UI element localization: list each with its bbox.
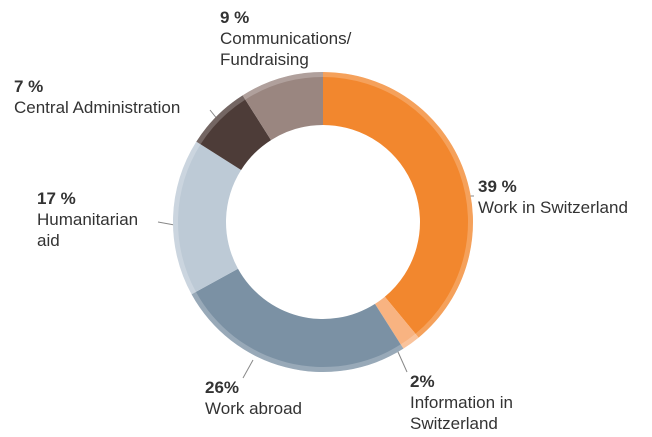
donut-segment: [242, 72, 323, 141]
slice-label: 2% Information in Switzerland: [410, 371, 545, 434]
category-label: Work abroad: [205, 399, 303, 418]
category-label: Central Administration: [14, 98, 181, 117]
donut-segment: [196, 95, 272, 171]
value-label: 9 %: [220, 8, 250, 27]
slice-label: 17 % Humanitarian aid: [37, 188, 162, 251]
category-label: Humanitarian aid: [37, 210, 139, 250]
segment-rim: [196, 95, 246, 145]
leader-line: [242, 359, 254, 379]
slice-label: 9 % Communications/ Fundraising: [220, 7, 385, 70]
value-label: 17 %: [37, 189, 76, 208]
slice-label: 26% Work abroad: [205, 377, 355, 419]
value-label: 7 %: [14, 77, 44, 96]
segment-rim: [172, 141, 201, 295]
value-label: 39 %: [478, 177, 517, 196]
category-label: Information in Switzerland: [410, 393, 513, 433]
donut-segment: [374, 296, 419, 349]
value-label: 2%: [410, 372, 435, 391]
segment-rim: [400, 333, 419, 349]
category-label: Work in Switzerland: [478, 198, 628, 217]
category-label: Communications/ Fundraising: [220, 29, 352, 69]
segment-rim: [242, 72, 323, 100]
value-label: 26%: [205, 378, 240, 397]
slice-label: 7 % Central Administration: [14, 76, 214, 118]
donut-segment: [172, 141, 242, 295]
donut-segment: [191, 268, 404, 372]
donut-segment: [323, 72, 474, 338]
slice-label: 39 % Work in Switzerland: [478, 176, 652, 218]
